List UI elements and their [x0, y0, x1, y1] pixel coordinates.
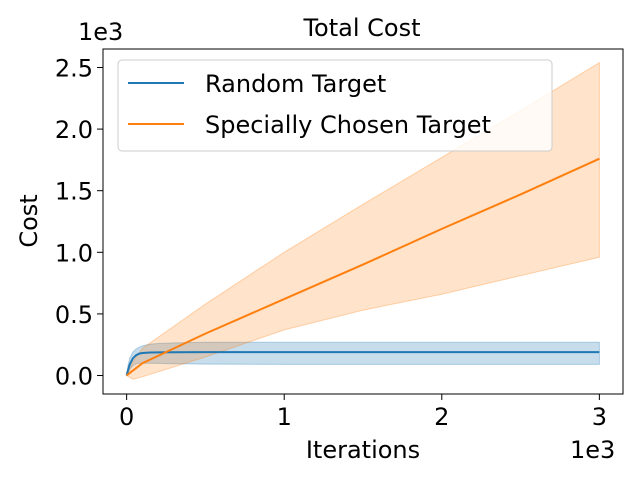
line-random-target: [125, 351, 600, 376]
x-tick-label: 2: [434, 403, 449, 431]
legend-box: [117, 59, 553, 152]
legend-label: Random Target: [205, 70, 386, 98]
chart-title: Total Cost: [302, 14, 420, 42]
y-tick-label: 1.5: [55, 178, 93, 206]
y-multiplier-label: 1e3: [78, 18, 123, 46]
x-tick-label: 0: [119, 403, 134, 431]
x-axis-ticks: 0 1 2 3: [119, 394, 607, 431]
y-tick-label: 0.0: [55, 363, 93, 391]
legend-label: Specially Chosen Target: [205, 111, 491, 139]
x-axis-label: Iterations: [306, 436, 420, 464]
x-tick-label: 1: [277, 403, 292, 431]
line-specially-chosen-target: [125, 157, 600, 377]
band-random-target: [126, 341, 600, 376]
plot-frame: [102, 48, 624, 395]
y-axis-label: Cost: [15, 194, 43, 247]
y-tick-label: 2.0: [55, 116, 93, 144]
x-tick-label: 3: [592, 403, 607, 431]
y-axis-ticks: 0.0 0.5 1.0 1.5 2.0 2.5: [55, 54, 103, 391]
y-tick-label: 1.0: [55, 239, 93, 267]
y-tick-label: 0.5: [55, 301, 93, 329]
series-lines: [125, 157, 600, 377]
y-tick-label: 2.5: [55, 54, 93, 82]
x-multiplier-label: 1e3: [570, 436, 615, 464]
legend: Random Target Specially Chosen Target: [117, 59, 553, 152]
